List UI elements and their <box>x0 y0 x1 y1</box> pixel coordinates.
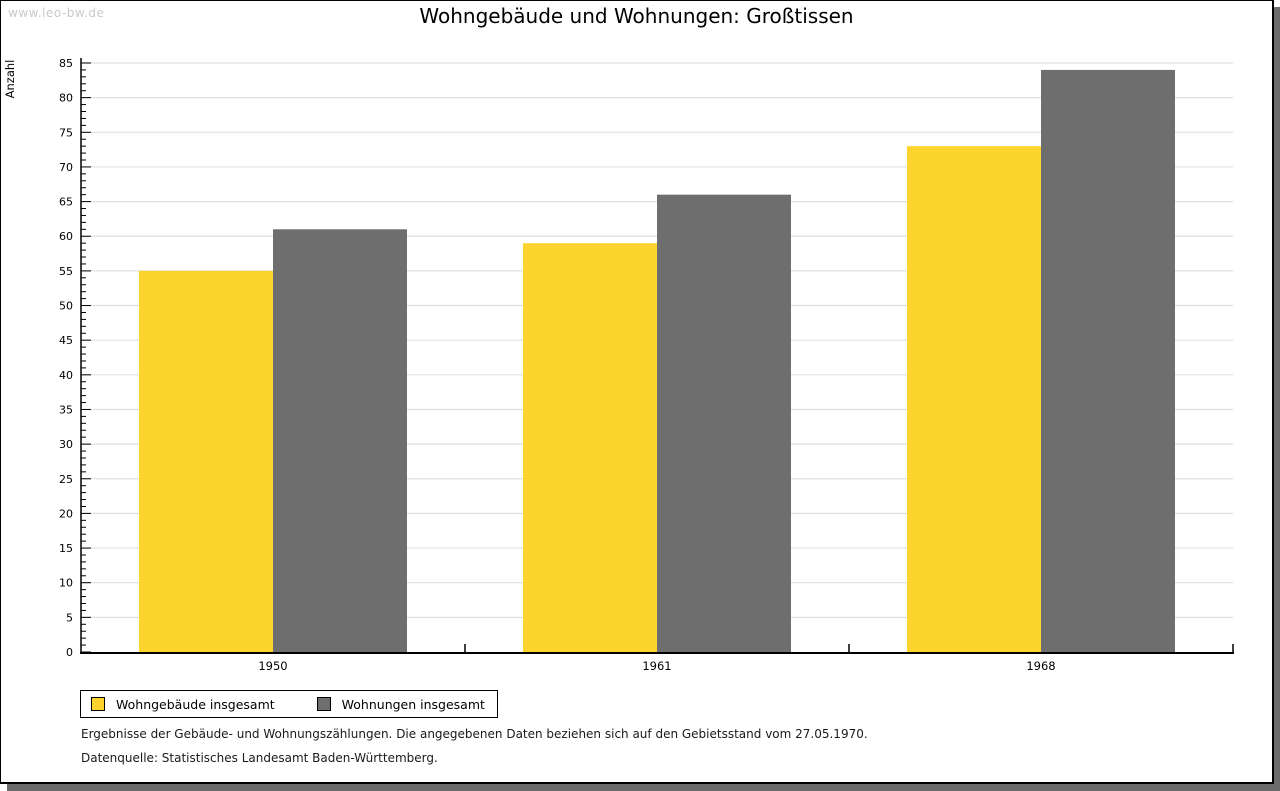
svg-text:5: 5 <box>66 611 73 624</box>
legend-item: Wohngebäude insgesamt <box>91 697 275 712</box>
svg-text:75: 75 <box>59 126 73 139</box>
svg-text:30: 30 <box>59 438 73 451</box>
svg-text:45: 45 <box>59 334 73 347</box>
legend: Wohngebäude insgesamt Wohnungen insgesamt <box>80 690 498 718</box>
svg-text:10: 10 <box>59 577 73 590</box>
chart-title: Wohngebäude und Wohnungen: Großtissen <box>419 4 854 28</box>
legend-swatch-icon <box>316 697 331 711</box>
svg-text:1950: 1950 <box>258 659 287 673</box>
legend-label: Wohnungen insgesamt <box>341 696 485 712</box>
svg-text:1961: 1961 <box>642 659 671 673</box>
svg-text:0: 0 <box>66 646 73 659</box>
footnote-source-note: Ergebnisse der Gebäude- und Wohnungszähl… <box>81 727 868 741</box>
watermark: www.leo-bw.de <box>8 6 105 20</box>
svg-text:55: 55 <box>59 265 73 278</box>
svg-text:15: 15 <box>59 542 73 555</box>
svg-text:1968: 1968 <box>1026 659 1055 673</box>
svg-text:35: 35 <box>59 403 73 416</box>
legend-label: Wohngebäude insgesamt <box>116 696 275 712</box>
svg-text:65: 65 <box>59 196 73 209</box>
svg-text:Anzahl: Anzahl <box>3 60 17 99</box>
svg-text:85: 85 <box>59 57 73 70</box>
svg-text:50: 50 <box>59 300 73 313</box>
svg-text:20: 20 <box>59 507 73 520</box>
svg-text:60: 60 <box>59 230 73 243</box>
footnote-data-source: Datenquelle: Statistisches Landesamt Bad… <box>81 751 438 765</box>
svg-text:40: 40 <box>59 369 73 382</box>
svg-text:25: 25 <box>59 473 73 486</box>
svg-text:80: 80 <box>59 92 73 105</box>
svg-text:70: 70 <box>59 161 73 174</box>
legend-swatch-icon <box>91 697 105 711</box>
bar-chart: 1950 1961 1968 0 5 10 15 20 25 30 35 40 45 50 55 60 65 70… <box>3 57 1234 673</box>
legend-item: Wohnungen insgesamt <box>316 696 485 712</box>
